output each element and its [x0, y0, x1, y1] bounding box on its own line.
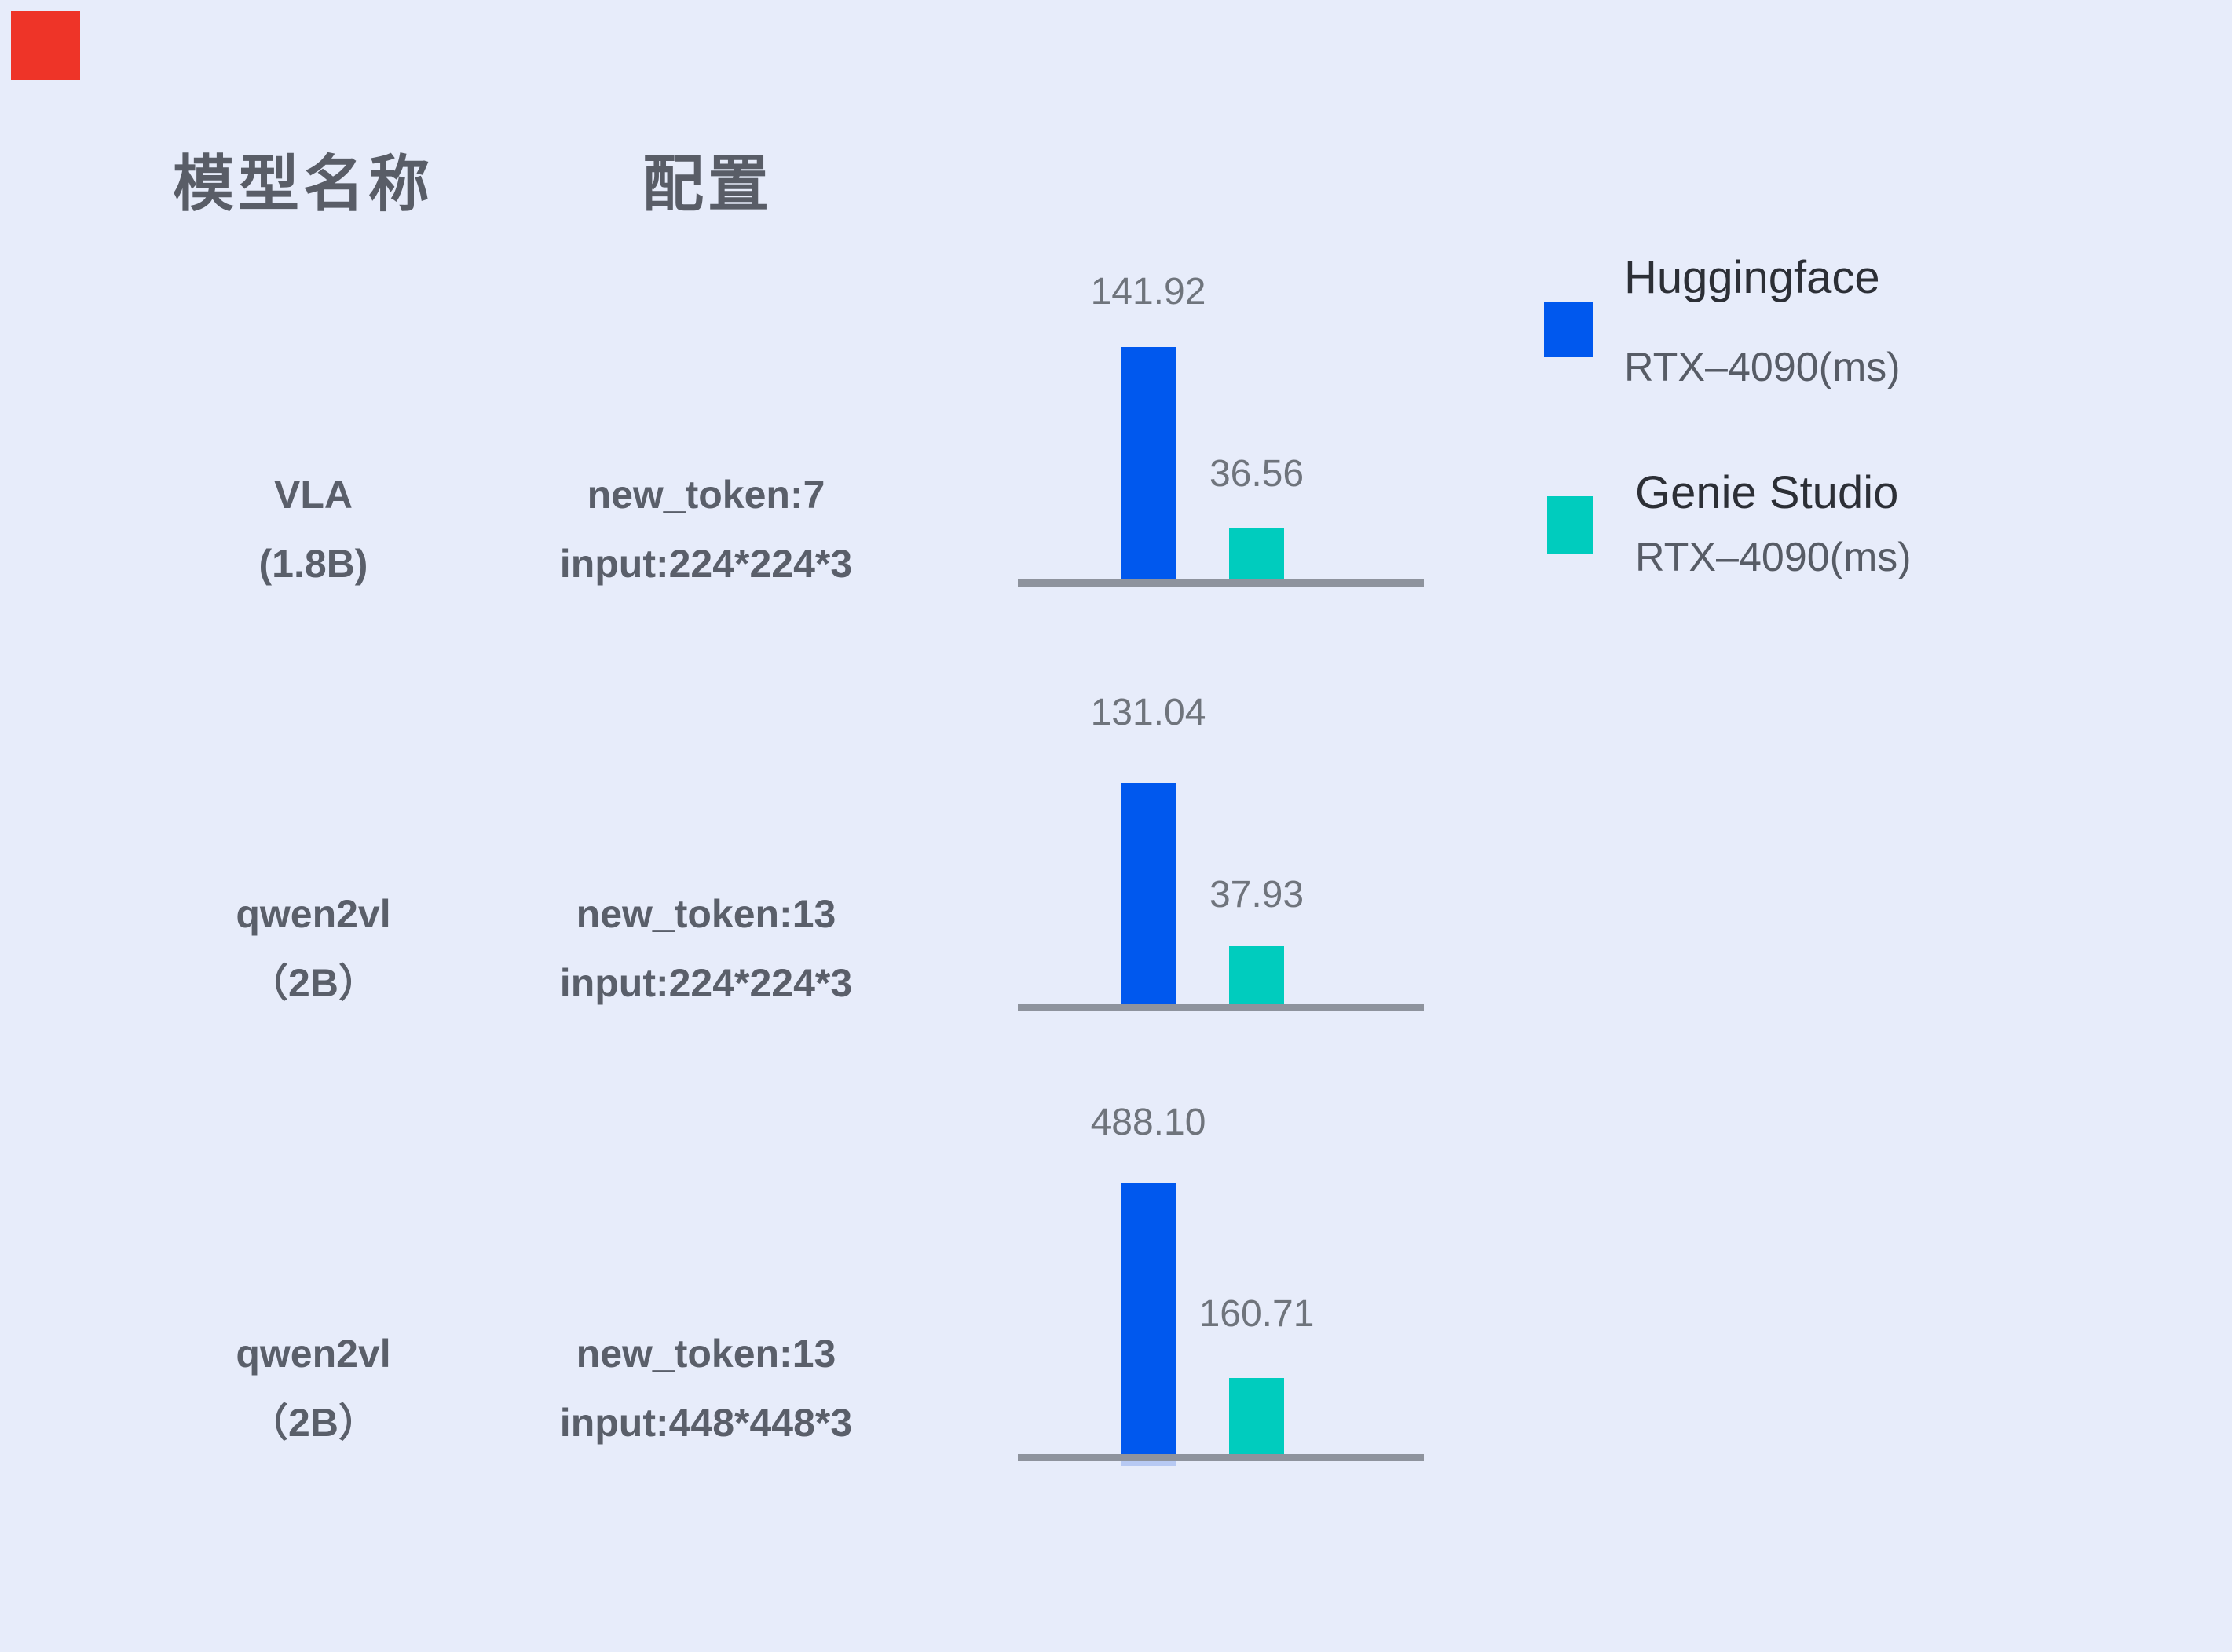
legend-swatch-genie-studio — [1547, 496, 1593, 554]
axis-line — [1018, 579, 1424, 587]
legend-label-genie-studio: Genie Studio — [1635, 467, 1899, 518]
genie-studio-value-label: 37.93 — [1209, 874, 1304, 916]
huggingface-value-label: 488.10 — [1090, 1102, 1206, 1143]
config-line1: new_token:7 — [587, 473, 825, 517]
genie-studio-bar — [1229, 1378, 1284, 1454]
model-name-cell: VLA (1.8B) — [156, 460, 470, 598]
model-name-line1: qwen2vl — [236, 892, 391, 936]
config-line2: input:448*448*3 — [559, 1401, 853, 1445]
huggingface-value-label: 131.04 — [1090, 692, 1206, 733]
config-line1: new_token:13 — [576, 1332, 836, 1376]
genie-studio-value-label: 36.56 — [1209, 453, 1304, 495]
model-name-line2: (1.8B) — [258, 542, 368, 586]
config-cell: new_token:13 input:224*224*3 — [510, 879, 902, 1018]
genie-studio-bar — [1229, 946, 1284, 1004]
column-header-model-name: 模型名称 — [173, 149, 434, 218]
genie-studio-bar — [1229, 528, 1284, 579]
model-name-cell: qwen2vl （2B） — [156, 879, 470, 1018]
huggingface-bar — [1121, 347, 1176, 579]
model-name-line2: （2B） — [249, 1401, 378, 1445]
model-name-line1: VLA — [274, 473, 353, 517]
huggingface-bar — [1121, 1183, 1176, 1454]
legend-device-huggingface: RTX–4090(ms) — [1624, 345, 1901, 390]
genie-studio-value-label: 160.71 — [1198, 1293, 1315, 1335]
model-name-line1: qwen2vl — [236, 1332, 391, 1376]
red-corner-marker — [11, 11, 80, 80]
axis-line — [1018, 1004, 1424, 1011]
legend-device-genie-studio: RTX–4090(ms) — [1635, 535, 1912, 580]
config-line1: new_token:13 — [576, 892, 836, 936]
config-cell: new_token:7 input:224*224*3 — [510, 460, 902, 598]
huggingface-bar — [1121, 783, 1176, 1004]
legend-label-huggingface: Huggingface — [1624, 252, 1880, 303]
axis-line — [1018, 1454, 1424, 1461]
config-cell: new_token:13 input:448*448*3 — [510, 1319, 902, 1457]
legend-swatch-huggingface — [1544, 302, 1593, 357]
column-header-config: 配置 — [642, 149, 774, 218]
config-line2: input:224*224*3 — [559, 542, 853, 586]
model-name-cell: qwen2vl （2B） — [156, 1319, 470, 1457]
huggingface-value-label: 141.92 — [1090, 271, 1206, 312]
model-name-line2: （2B） — [249, 961, 378, 1005]
config-line2: input:224*224*3 — [559, 961, 853, 1005]
